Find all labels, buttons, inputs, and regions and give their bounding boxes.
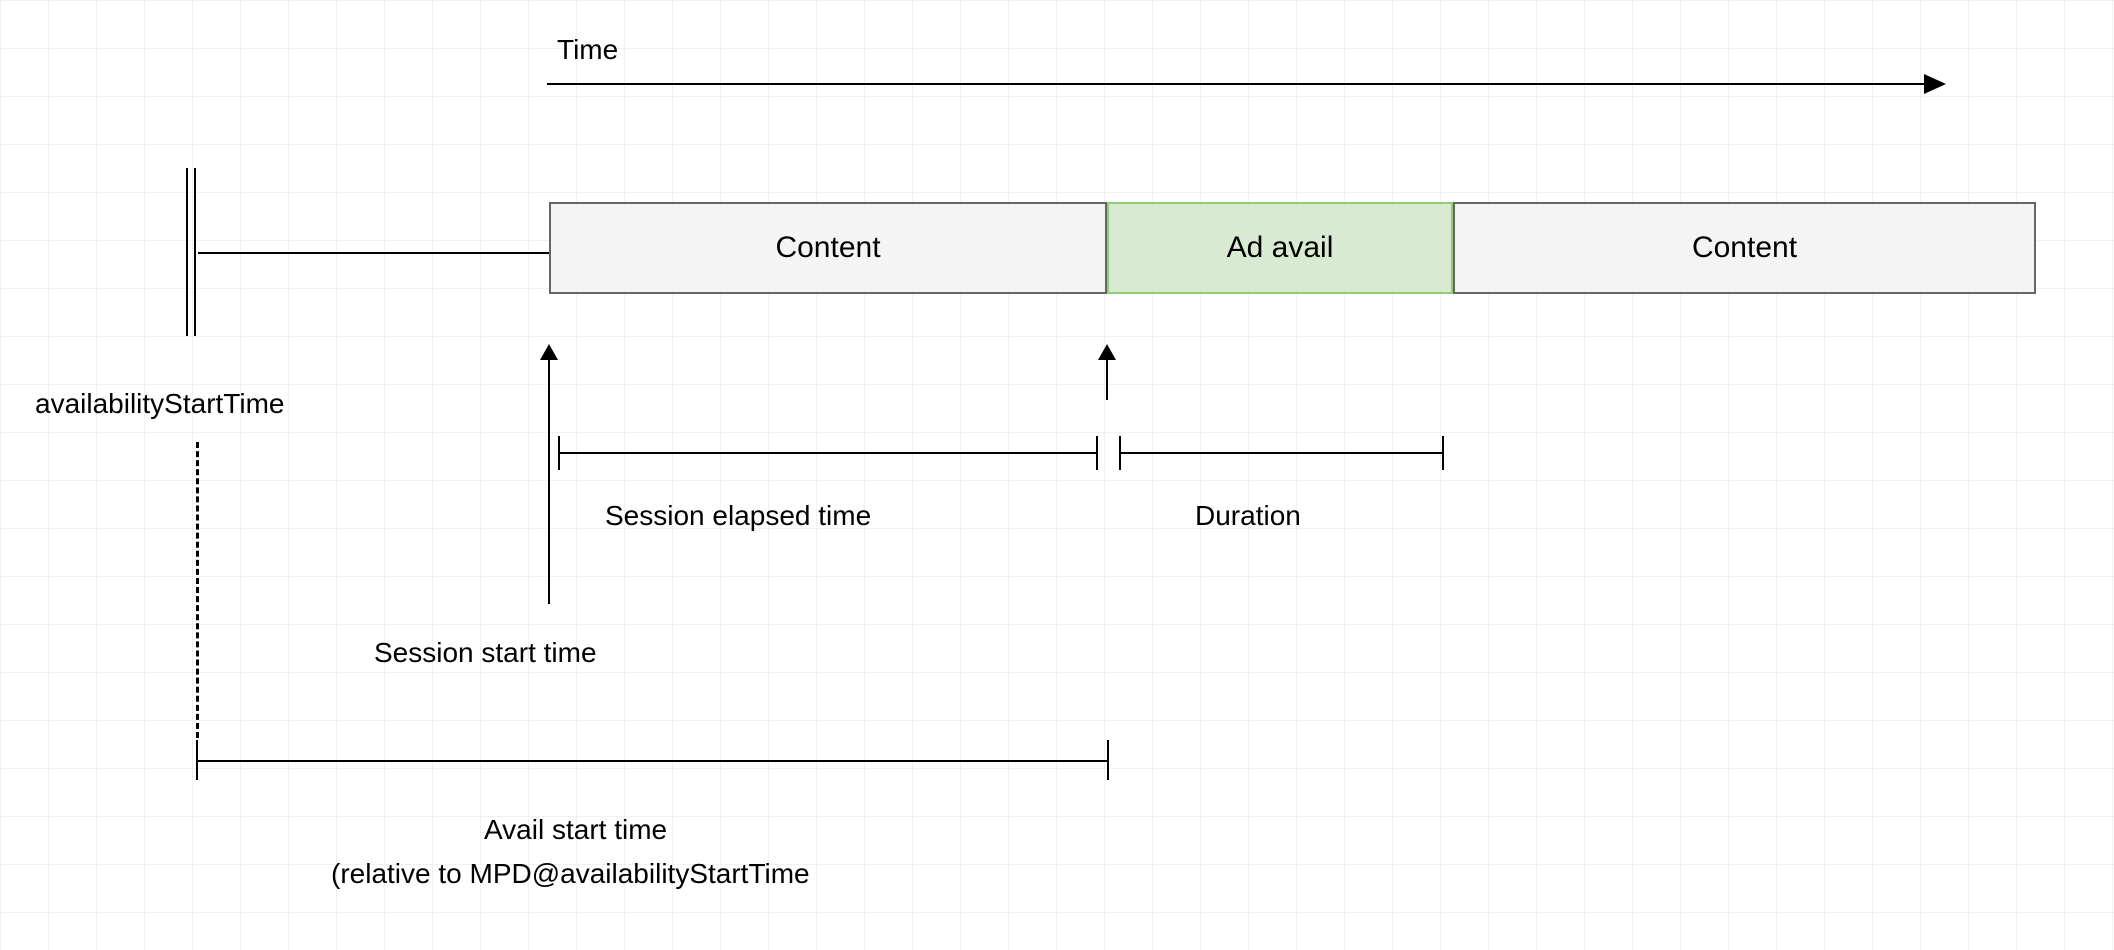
ad-avail-box: Ad avail — [1107, 202, 1453, 294]
ad-avail-box-label: Ad avail — [1227, 231, 1334, 265]
time-axis-arrow — [0, 0, 2114, 950]
availability-dashed-line — [196, 442, 199, 738]
duration-label: Duration — [1195, 500, 1301, 532]
session-elapsed-interval — [558, 436, 1098, 470]
avail-start-label-2: (relative to MPD@availabilityStartTime — [331, 858, 810, 890]
availability-connector-line — [198, 252, 549, 254]
content-box-2: Content — [1453, 202, 2036, 294]
duration-interval — [1119, 436, 1444, 470]
content-box-1-label: Content — [775, 231, 880, 265]
avail-start-label-1: Avail start time — [484, 814, 667, 846]
content-box-1: Content — [549, 202, 1107, 294]
time-axis-label: Time — [557, 34, 618, 66]
availability-start-marker — [186, 168, 196, 336]
session-start-label: Session start time — [374, 637, 597, 669]
session-start-arrow — [548, 346, 550, 604]
avail-start-lcap — [196, 740, 198, 780]
ad-start-arrow — [1106, 346, 1108, 400]
session-elapsed-label: Session elapsed time — [605, 500, 871, 532]
content-box-2-label: Content — [1692, 231, 1797, 265]
availability-start-label: availabilityStartTime — [35, 388, 284, 420]
avail-start-hline — [196, 760, 1107, 762]
avail-start-rcap — [1107, 740, 1109, 780]
